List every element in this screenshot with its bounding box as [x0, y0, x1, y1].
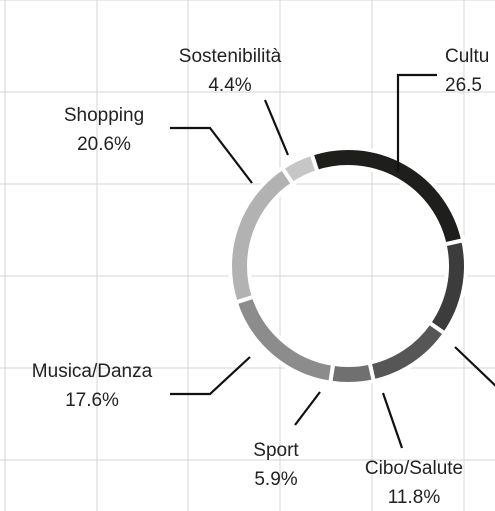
donut-segment — [426, 237, 468, 337]
slice-value-label: 17.6% — [65, 390, 119, 411]
donut-segment — [279, 151, 320, 187]
slice-label: Shopping — [64, 105, 144, 126]
leader-line — [294, 391, 321, 426]
donut-segment — [367, 319, 448, 384]
leader-line — [454, 346, 495, 387]
slice-label: Sostenibilità — [179, 46, 282, 67]
slice-label: Cultu — [445, 46, 489, 67]
leader-line — [396, 73, 437, 172]
leader-line — [381, 392, 404, 449]
slice-label: Cibo/Salute — [365, 458, 463, 479]
donut-segment — [309, 146, 466, 247]
slice-label: Sport — [253, 440, 299, 461]
slice-label: Musica/Danza — [32, 361, 153, 382]
donut-segment — [327, 360, 377, 386]
slice-value-label: 26.5 — [445, 75, 482, 96]
donut-segment — [228, 165, 296, 305]
slice-value-label: 4.4% — [208, 75, 251, 96]
slice-value-label: 20.6% — [77, 134, 131, 155]
donut-segment — [233, 294, 336, 385]
slice-value-label: 11.8% — [388, 487, 441, 508]
leader-line — [170, 126, 253, 184]
leader-line — [263, 99, 290, 156]
leader-line — [170, 356, 251, 396]
slice-value-label: 5.9% — [254, 469, 297, 490]
